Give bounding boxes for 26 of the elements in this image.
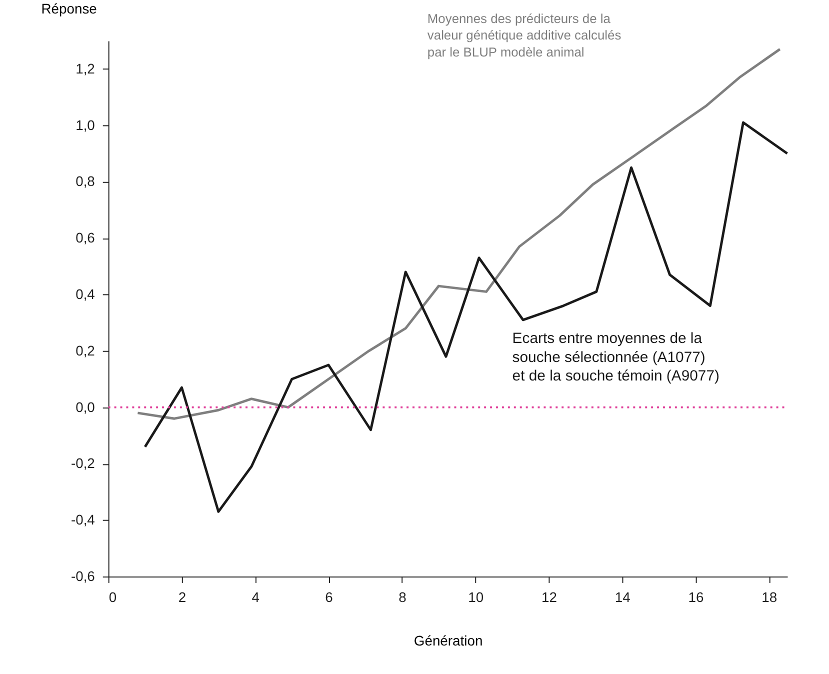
y-tick-label: 1,0: [76, 116, 96, 133]
y-tick-label: 0,2: [76, 342, 96, 358]
line-series: [144, 121, 788, 513]
series-label: Ecarts entre moyennes de la souche sélectionnée (A1077) et de la souche témoin (A9077): [512, 330, 720, 385]
x-tick-label: 4: [252, 588, 260, 605]
x-tick-label: 0: [108, 588, 117, 605]
y-tick-label: -0,4: [70, 512, 96, 528]
y-tick-label: -0,6: [70, 568, 96, 584]
x-tick-label: 12: [541, 588, 558, 605]
y-tick-label: 0,8: [76, 173, 96, 190]
x-tick-label: 14: [614, 588, 631, 605]
x-axis-title: Génération: [414, 632, 483, 649]
text: Moyennes des prédicteurs de la valeur génétique additive calculés par le BLUP modèle animal: [427, 10, 622, 60]
y-tick-label: -0,2: [70, 455, 96, 472]
x-tick-label: 10: [468, 588, 484, 605]
y-tick-label: 0,0: [76, 398, 96, 415]
x-tick-label: 16: [688, 588, 704, 605]
line-series: [136, 48, 782, 420]
y-tick-label: 0,4: [76, 286, 96, 302]
x-tick-label: 2: [178, 588, 186, 605]
y-axis-title: Réponse: [41, 0, 98, 16]
y-tick-label: 0,6: [76, 230, 96, 246]
x-tick-label: 18: [762, 588, 778, 605]
x-tick-label: 6: [325, 588, 334, 605]
x-tick-label: 8: [398, 588, 407, 605]
y-tick-label: 1,2: [76, 60, 96, 76]
